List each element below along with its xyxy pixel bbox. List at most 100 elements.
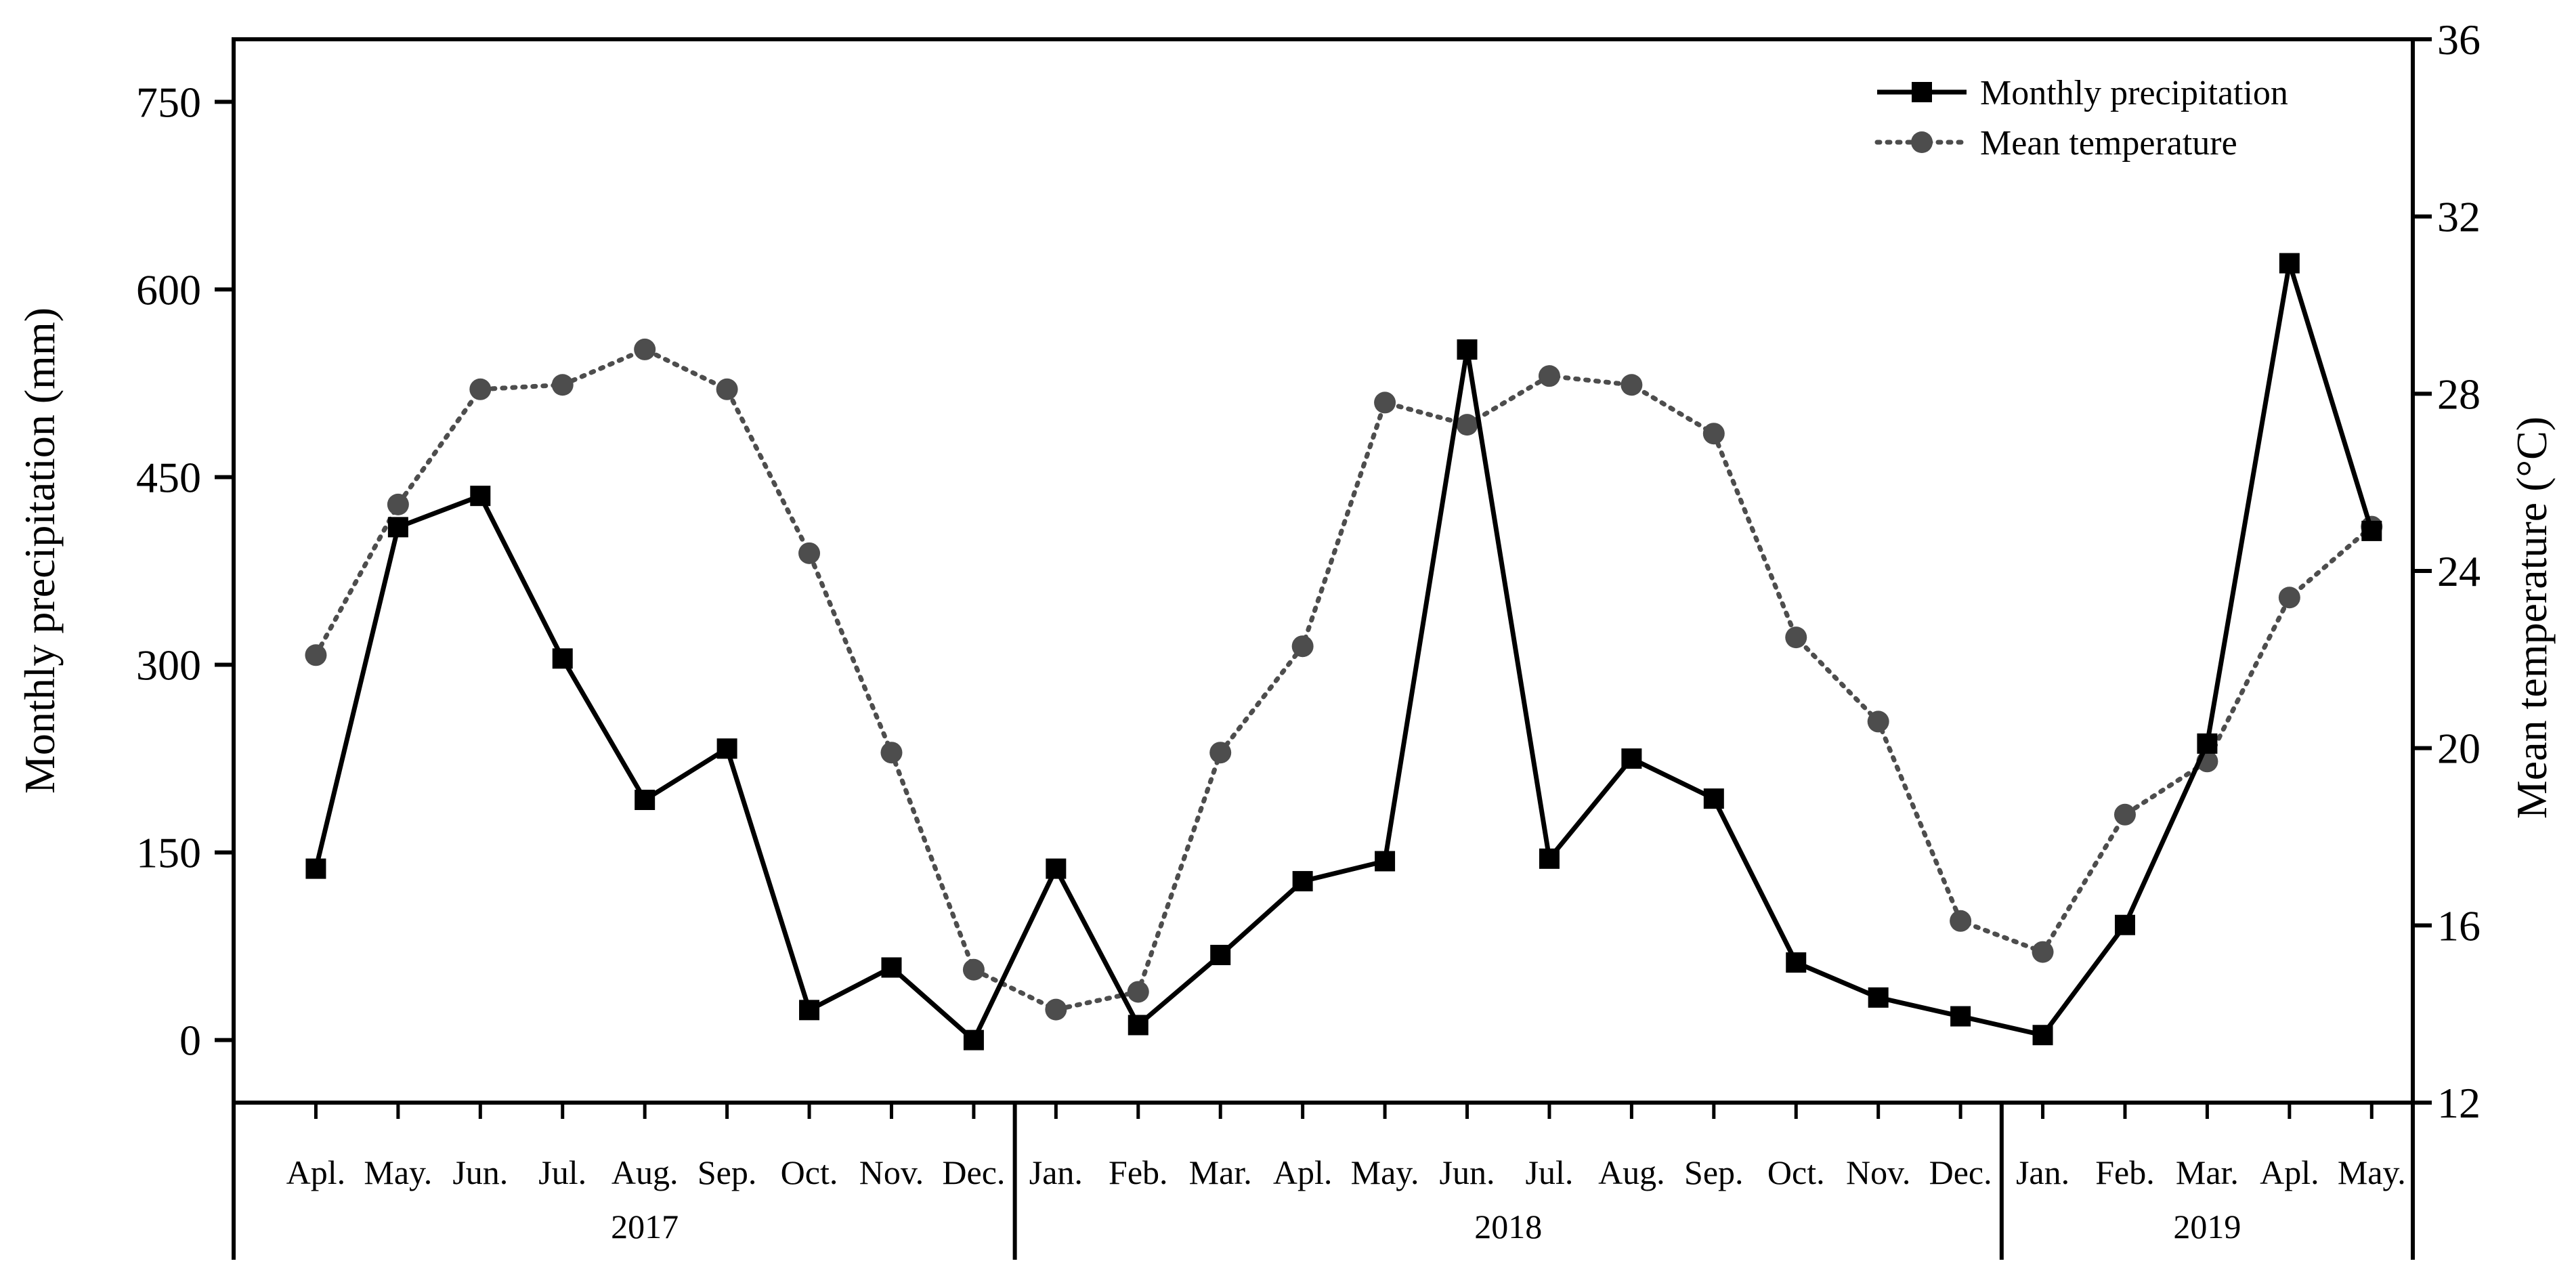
month-label: Jun. xyxy=(1440,1153,1495,1191)
precipitation-point xyxy=(1457,339,1478,360)
left-axis-tick-label: 450 xyxy=(136,453,201,501)
temperature-point xyxy=(1538,365,1560,387)
month-label: Dec. xyxy=(1929,1153,1992,1191)
legend-temperature-label: Mean temperature xyxy=(1980,124,2237,163)
precipitation-point xyxy=(470,486,491,507)
precipitation-point xyxy=(2361,520,2382,541)
legend: Monthly precipitation Mean temperature xyxy=(1874,74,2288,163)
temperature-point xyxy=(634,338,656,360)
month-label: Mar. xyxy=(2176,1153,2239,1191)
month-label: Jul. xyxy=(538,1153,586,1191)
precipitation-point xyxy=(1046,858,1067,879)
month-label: May. xyxy=(2338,1153,2406,1191)
left-axis-tick-label: 600 xyxy=(136,265,201,314)
precipitation-point xyxy=(2114,914,2135,935)
right-axis-tick-label: 20 xyxy=(2437,725,2481,773)
left-axis-tick-label: 0 xyxy=(179,1017,201,1065)
month-label: May. xyxy=(1351,1153,1419,1191)
right-axis-tick-label: 28 xyxy=(2437,370,2481,418)
temperature-point xyxy=(305,644,327,666)
right-axis-title: Mean temperature (°C) xyxy=(2508,417,2556,819)
precipitation-point xyxy=(2197,733,2218,754)
precipitation-point xyxy=(799,1000,820,1021)
temperature-point xyxy=(962,958,985,981)
plot-frame xyxy=(232,37,2415,1105)
year-label: 2017 xyxy=(611,1208,679,1246)
right-axis-tick-label: 32 xyxy=(2437,193,2481,241)
precipitation-line xyxy=(314,262,2374,1044)
left-axis-title: Monthly precipitation (mm) xyxy=(16,307,64,794)
legend-temperature-marker xyxy=(1911,131,1933,153)
right-axis-tick-label: 16 xyxy=(2437,901,2481,950)
temperature-line xyxy=(313,347,2374,1013)
precipitation-point xyxy=(716,738,737,759)
temperature-point xyxy=(1127,981,1149,1003)
month-label: May. xyxy=(364,1153,432,1191)
month-label: Oct. xyxy=(781,1153,838,1191)
right-axis-tick-label: 36 xyxy=(2437,16,2481,64)
precipitation-point xyxy=(881,957,902,978)
temperature-point xyxy=(1291,635,1314,658)
precipitation-point xyxy=(2279,253,2300,274)
month-label: Dec. xyxy=(942,1153,1005,1191)
month-label: Apl. xyxy=(286,1153,346,1191)
left-axis-tick-label: 300 xyxy=(136,641,201,689)
temperature-point xyxy=(1209,742,1232,764)
temperature-point xyxy=(1702,423,1725,445)
temperature-point xyxy=(1867,710,1889,733)
year-label: 2018 xyxy=(1474,1208,1542,1246)
month-label: Jan. xyxy=(2016,1153,2069,1191)
temperature-point xyxy=(880,742,903,764)
precipitation-point xyxy=(552,648,573,669)
right-axis-tick-label: 24 xyxy=(2437,547,2481,595)
temperature-point xyxy=(1374,391,1396,414)
month-label: Aug. xyxy=(611,1153,679,1191)
temperature-point xyxy=(2113,803,2136,826)
precipitation-point xyxy=(1786,952,1807,973)
temperature-point xyxy=(716,378,738,400)
temperature-point xyxy=(551,374,574,396)
temperature-point xyxy=(1620,374,1643,396)
month-label: Jun. xyxy=(452,1153,508,1191)
month-label: Jan. xyxy=(1029,1153,1083,1191)
precipitation-point xyxy=(387,517,408,538)
temperature-point xyxy=(798,542,821,564)
temperature-point xyxy=(2278,587,2300,609)
temperature-point xyxy=(1045,998,1067,1021)
month-label: Apl. xyxy=(1273,1153,1333,1191)
precipitation-point xyxy=(1950,1006,1971,1027)
month-label: Jul. xyxy=(1526,1153,1574,1191)
left-axis-tick-label: 750 xyxy=(136,78,201,126)
month-label: Nov. xyxy=(1846,1153,1910,1191)
precipitation-point xyxy=(1375,851,1396,872)
right-axis-tick-label: 12 xyxy=(2437,1079,2481,1127)
year-label: 2019 xyxy=(2173,1208,2241,1246)
legend-precipitation-marker xyxy=(1912,82,1932,102)
precipitation-point xyxy=(1703,788,1724,809)
precipitation-point xyxy=(1868,987,1889,1008)
precipitation-point xyxy=(2032,1025,2053,1046)
precipitation-point xyxy=(963,1029,984,1050)
temperature-point xyxy=(2032,941,2054,963)
month-label: Feb. xyxy=(1109,1153,1168,1191)
precipitation-point xyxy=(1210,945,1231,966)
month-label: Sep. xyxy=(1684,1153,1744,1191)
temperature-point xyxy=(469,378,492,400)
month-label: Oct. xyxy=(1767,1153,1825,1191)
month-label: Nov. xyxy=(859,1153,924,1191)
temperature-point xyxy=(1456,414,1478,436)
precipitation-point xyxy=(305,858,326,879)
precipitation-point xyxy=(1292,871,1313,892)
month-label: Apl. xyxy=(2260,1153,2319,1191)
month-label: Sep. xyxy=(697,1153,757,1191)
temperature-point xyxy=(1950,910,1972,932)
precipitation-point xyxy=(1621,748,1642,769)
temperature-point xyxy=(387,493,409,515)
left-axis-tick-label: 150 xyxy=(136,829,201,877)
precipitation-point xyxy=(635,790,656,811)
month-label: Aug. xyxy=(1598,1153,1665,1191)
precipitation-point xyxy=(1128,1015,1149,1036)
legend-precipitation-label: Monthly precipitation xyxy=(1980,74,2288,112)
